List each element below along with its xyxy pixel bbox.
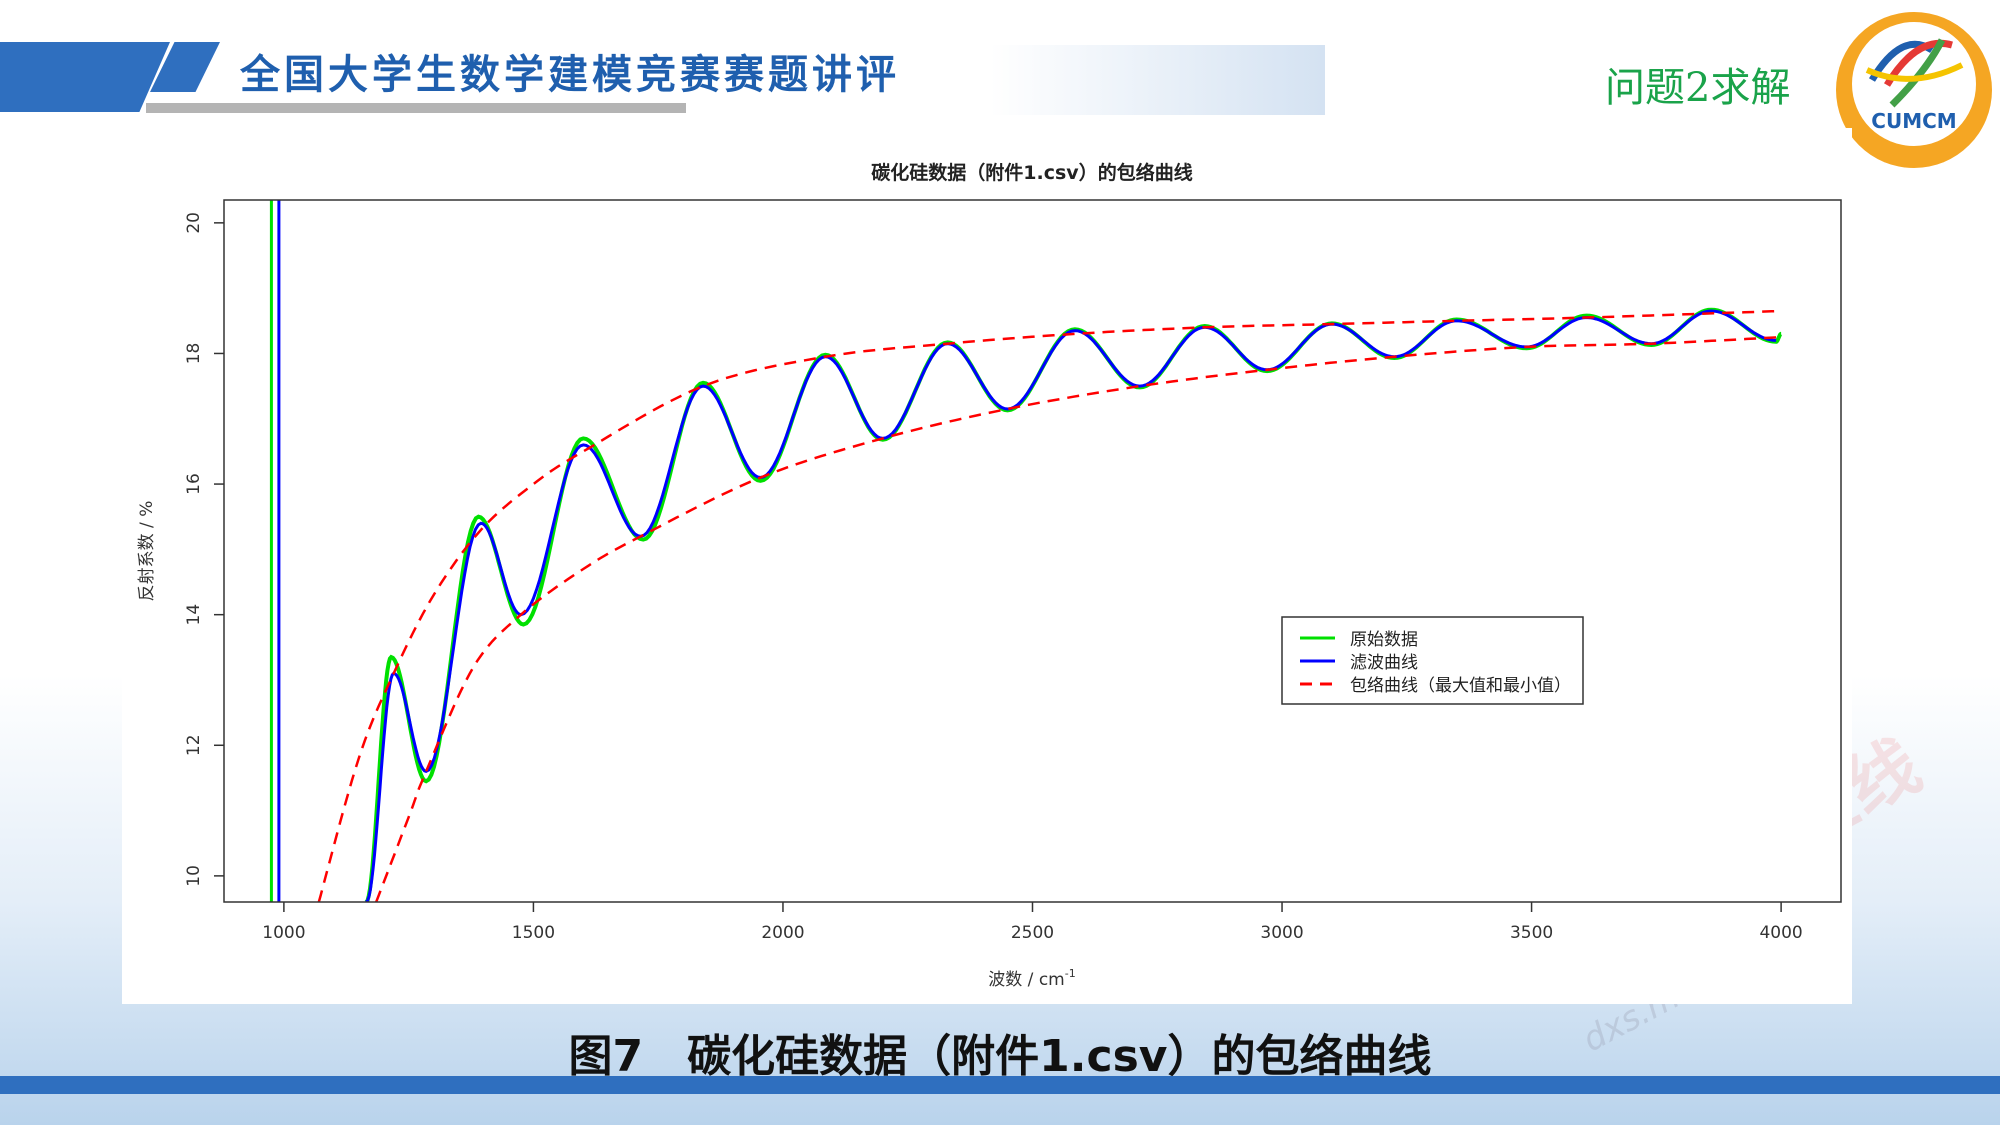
filtered-line — [365, 309, 1777, 902]
x-tick-label: 1000 — [262, 923, 305, 943]
legend-label-filtered: 滤波曲线 — [1350, 653, 1418, 673]
footer-bar — [0, 1076, 2000, 1094]
y-tick-label: 16 — [184, 473, 204, 495]
figure-panel — [122, 128, 1852, 1004]
x-tick-label: 4000 — [1759, 923, 1802, 943]
header-gradient-block — [990, 45, 1325, 115]
x-tick-label: 2500 — [1011, 923, 1054, 943]
svg-text:CUMCM: CUMCM — [1871, 109, 1956, 133]
x-tick-label: 1500 — [512, 923, 555, 943]
cumcm-logo: CUMCM — [1836, 12, 1992, 168]
y-tick-label: 10 — [184, 865, 204, 887]
legend-label-envelope: 包络曲线（最大值和最小值） — [1350, 676, 1571, 696]
x-tick-label: 3000 — [1260, 923, 1303, 943]
lower-envelope-line — [375, 335, 1782, 902]
legend-label-raw: 原始数据 — [1350, 630, 1418, 650]
raw-data-line — [364, 307, 1783, 902]
x-tick-label: 3500 — [1510, 923, 1553, 943]
y-tick-label: 20 — [184, 212, 204, 234]
y-tick-label: 12 — [184, 734, 204, 756]
header-accent-bar — [0, 42, 170, 112]
upper-envelope-line — [317, 309, 1782, 902]
y-axis-label: 反射系数 / % — [137, 501, 157, 602]
header-underline — [146, 103, 686, 113]
y-tick-label: 14 — [184, 604, 204, 626]
figure-caption: 图7 碳化硅数据（附件1.csv）的包络曲线 — [568, 1031, 1432, 1082]
legend: 原始数据 滤波曲线 包络曲线（最大值和最小值） — [1281, 616, 1584, 705]
y-tick-label: 18 — [184, 343, 204, 365]
x-axis-label: 波数 / cm-1 — [988, 967, 1075, 990]
section-title: 问题2求解 — [1605, 65, 1791, 111]
chart-title: 碳化硅数据（附件1.csv）的包络曲线 — [871, 161, 1192, 184]
slide-title: 全国大学生数学建模竞赛赛题讲评 — [240, 51, 900, 98]
x-tick-label: 2000 — [761, 923, 804, 943]
